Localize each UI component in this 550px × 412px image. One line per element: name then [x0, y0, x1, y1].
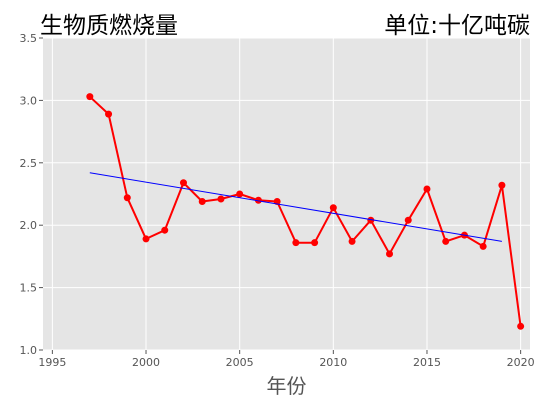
data-point — [367, 216, 375, 224]
series-layer — [86, 93, 525, 330]
y-tick-label: 1.5 — [20, 282, 38, 295]
data-point — [123, 194, 131, 202]
x-tick-label: 2020 — [507, 356, 535, 369]
y-tick-label: 2.0 — [20, 219, 38, 232]
data-point — [479, 242, 487, 250]
x-tick-label: 1995 — [38, 356, 66, 369]
x-tick-label: 2005 — [226, 356, 254, 369]
x-tick-label: 2010 — [319, 356, 347, 369]
data-point — [498, 181, 506, 189]
plot-background — [43, 38, 530, 350]
data-point — [329, 204, 337, 212]
data-point — [217, 195, 225, 203]
chart-unit-label: 单位:十亿吨碳 — [384, 13, 530, 39]
data-point — [142, 235, 150, 243]
chart-title: 生物质燃烧量 — [40, 13, 178, 39]
x-tick-label: 2000 — [132, 356, 160, 369]
data-point — [442, 237, 450, 245]
data-point — [404, 216, 412, 224]
data-point — [292, 239, 300, 247]
y-tick-label: 2.5 — [20, 157, 38, 170]
axis-ticks: 1995 2000 2005 2010 2015 2020 1.0 1.5 2.0 2.5 3.0 3… — [20, 32, 535, 369]
data-point — [198, 197, 206, 205]
data-point — [86, 93, 94, 101]
x-tick-label: 2015 — [413, 356, 441, 369]
data-point — [179, 179, 187, 187]
data-point — [236, 190, 244, 198]
y-tick-label: 3.0 — [20, 94, 38, 107]
data-point — [423, 185, 431, 193]
trend-line — [89, 172, 502, 242]
data-point — [161, 226, 169, 234]
data-point — [311, 239, 319, 247]
data-point — [105, 110, 113, 118]
data-point — [348, 237, 356, 245]
data-point — [386, 250, 394, 258]
y-tick-label: 3.5 — [20, 32, 38, 45]
y-tick-label: 1.0 — [20, 344, 38, 357]
x-axis-label: 年份 — [267, 374, 307, 398]
data-point — [254, 196, 262, 204]
data-point — [517, 322, 525, 330]
grid-lines — [43, 37, 530, 351]
